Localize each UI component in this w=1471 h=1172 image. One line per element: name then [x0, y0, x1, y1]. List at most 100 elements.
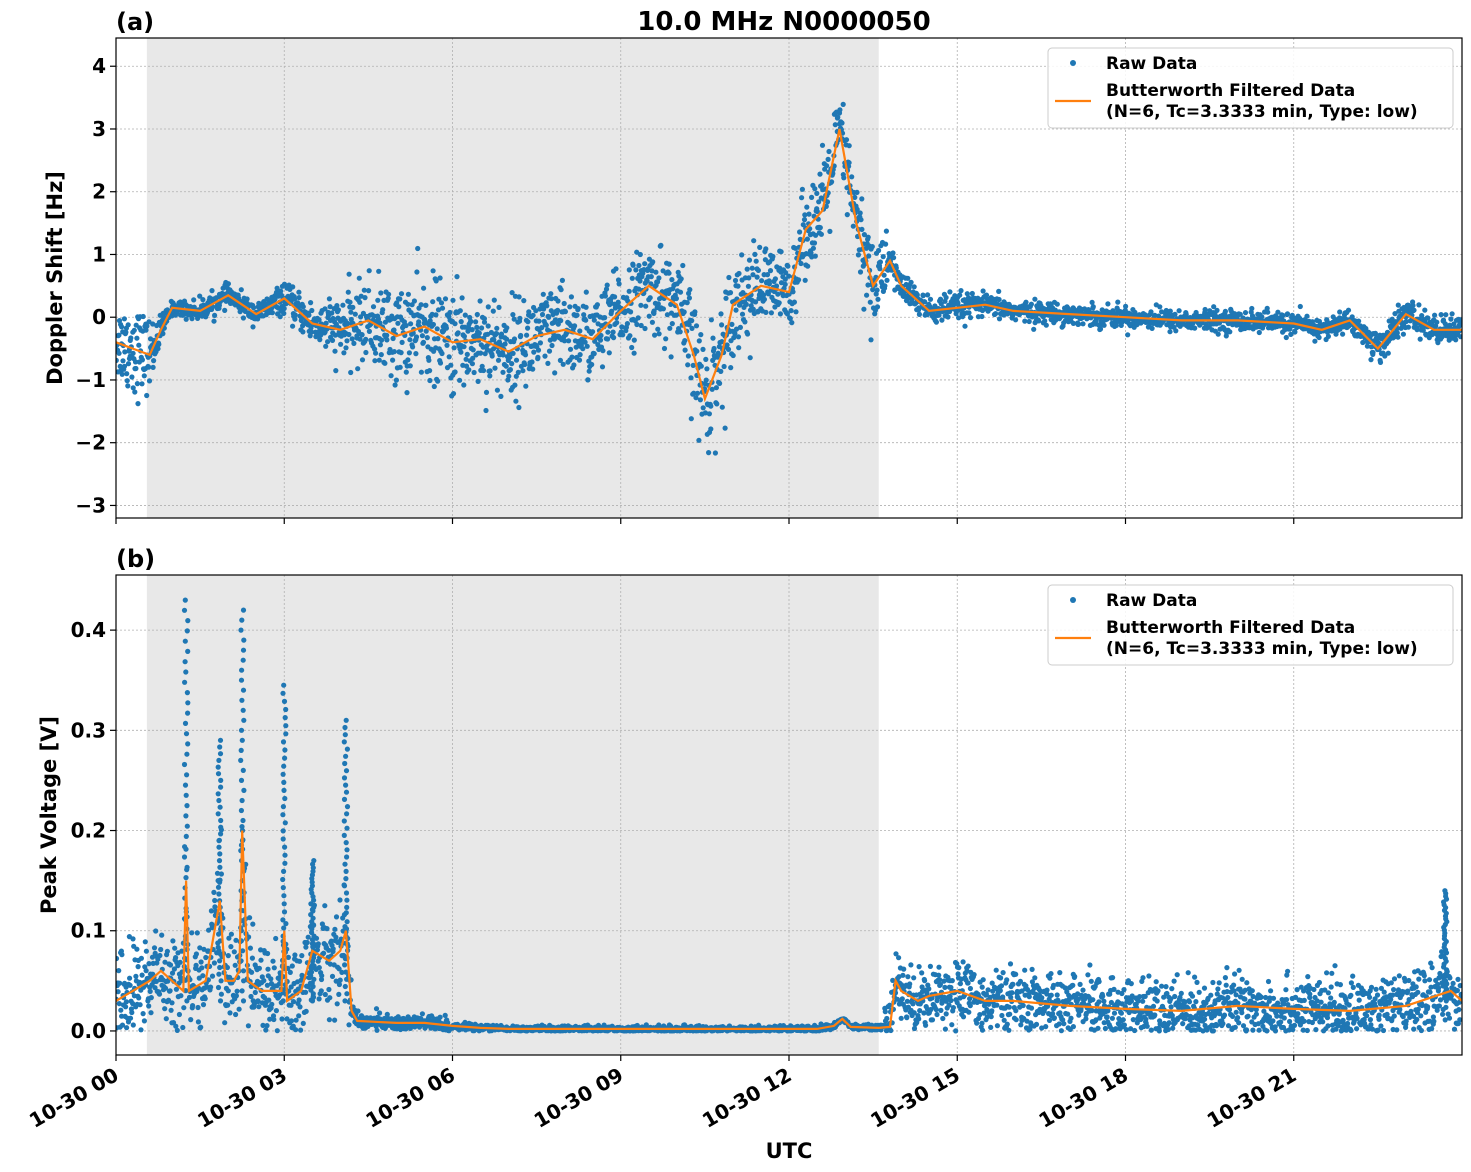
panel-a-raw-point [409, 302, 415, 308]
panel-a-raw-point [964, 291, 970, 297]
panel-a-raw-point [1265, 309, 1271, 315]
panel-a-raw-point [134, 335, 140, 341]
panel-a-raw-point [983, 292, 990, 298]
panel-b-raw-point [212, 904, 218, 910]
panel-b-raw-point [231, 949, 237, 955]
panel-a-raw-point [1316, 334, 1322, 341]
panel-b-raw-point [162, 959, 168, 965]
panel-a-raw-point [359, 357, 366, 363]
panel-a-legend-raw-marker [1070, 60, 1076, 66]
panel-a-raw-point [575, 306, 581, 312]
panel-a-raw-point [717, 380, 723, 386]
panel-a-raw-point [693, 323, 700, 329]
panel-a-raw-point [540, 291, 546, 297]
panel-a-raw-point [1416, 302, 1422, 308]
panel-a-raw-point [893, 265, 899, 271]
panel-a-raw-point [372, 346, 378, 352]
panel-a-raw-point [1157, 304, 1163, 310]
panel-a-raw-point [132, 359, 139, 365]
panel-a-raw-point [682, 347, 688, 353]
panel-a-raw-point [1287, 326, 1293, 332]
panel-a-raw-point [1097, 326, 1104, 332]
panel-a-raw-point [1042, 318, 1048, 324]
panel-a-raw-point [694, 348, 700, 354]
panel-a-raw-point [384, 337, 390, 343]
panel-a-y-tick-label: −3 [75, 493, 106, 517]
panel-a-raw-point [819, 142, 826, 148]
panel-b-raw-point [225, 988, 231, 994]
panel-a-raw-point [700, 346, 706, 352]
panel-a-raw-point [966, 310, 972, 316]
panel-a-raw-point [611, 335, 617, 341]
panel-b-raw-point [318, 988, 324, 994]
panel-a-raw-point [491, 346, 497, 352]
panel-b-raw-point [141, 1018, 147, 1024]
panel-a-raw-point [1312, 338, 1318, 344]
panel-b-raw-point [151, 945, 158, 951]
panel-a-raw-point [495, 357, 502, 363]
panel-a-raw-point [1242, 310, 1249, 316]
panel-b-raw-point [262, 995, 268, 1001]
panel-a-raw-point [212, 312, 218, 318]
panel-a-raw-point [634, 321, 640, 328]
panel-b-raw-point [156, 991, 163, 997]
panel-a-raw-point [1360, 339, 1366, 346]
panel-b-raw-point [267, 1016, 273, 1022]
panel-b-raw-point [283, 921, 289, 927]
panel-a-raw-point [993, 311, 999, 317]
panel-a-raw-point [377, 342, 383, 348]
panel-a-raw-point [813, 232, 819, 238]
panel-a-raw-point [709, 386, 715, 392]
panel-a-raw-point [783, 270, 789, 276]
panel-a-raw-point [466, 367, 472, 373]
panel-a-raw-point [1115, 299, 1121, 305]
panel-a-raw-point [1438, 312, 1444, 318]
panel-b-raw-point [293, 1017, 299, 1023]
panel-a-raw-point [121, 363, 128, 369]
panel-a-raw-point [750, 306, 756, 312]
panel-a-raw-point [344, 338, 350, 344]
panel-a-raw-point [747, 355, 753, 361]
panel-a-raw-point [156, 341, 162, 347]
panel-b-raw-point [261, 978, 267, 984]
panel-a-raw-point [1345, 307, 1352, 313]
panel-a-raw-point [1089, 299, 1095, 305]
panel-a-raw-point [772, 276, 779, 282]
panel-a-raw-point [498, 331, 505, 337]
panel-a-raw-point [567, 346, 574, 352]
panel-a-raw-point [335, 307, 341, 313]
panel-a-raw-point [408, 321, 414, 327]
panel-a-raw-point [1043, 322, 1049, 328]
panel-a-raw-point [504, 336, 510, 342]
panel-a-raw-point [855, 252, 862, 258]
panel-b-raw-point [195, 1004, 201, 1011]
panel-a-raw-point [278, 288, 284, 294]
panel-a-raw-point [543, 322, 549, 328]
panel-a-shaded-interval [146, 38, 879, 518]
panel-a-raw-point [1101, 322, 1107, 328]
panel-a-raw-point [300, 329, 306, 335]
panel-a-raw-point [825, 156, 831, 162]
panel-a-raw-point [658, 242, 664, 248]
panel-a-raw-point [442, 296, 449, 302]
panel-a-raw-point [338, 341, 344, 347]
panel-a-raw-point [274, 285, 280, 291]
panel-b-raw-point [211, 889, 217, 896]
panel-a-raw-point [812, 186, 818, 192]
panel-b-raw-point [228, 944, 234, 950]
panel-a-raw-point [703, 377, 709, 383]
panel-a-raw-point [729, 321, 735, 327]
panel-a-raw-point [735, 334, 742, 340]
panel-a-raw-point [477, 298, 483, 304]
panel-a-raw-point [545, 360, 551, 366]
panel-a-raw-point [685, 353, 692, 359]
panel-a-raw-point [732, 277, 739, 284]
panel-a-raw-point [458, 319, 464, 325]
panel-a-raw-point [306, 312, 312, 318]
panel-a-raw-point [591, 351, 597, 357]
panel-a-raw-point [464, 351, 470, 357]
panel-a-raw-point [423, 328, 429, 334]
panel-b-raw-point [142, 939, 148, 945]
panel-a-raw-point [656, 275, 662, 281]
panel-a-raw-point [916, 311, 923, 317]
